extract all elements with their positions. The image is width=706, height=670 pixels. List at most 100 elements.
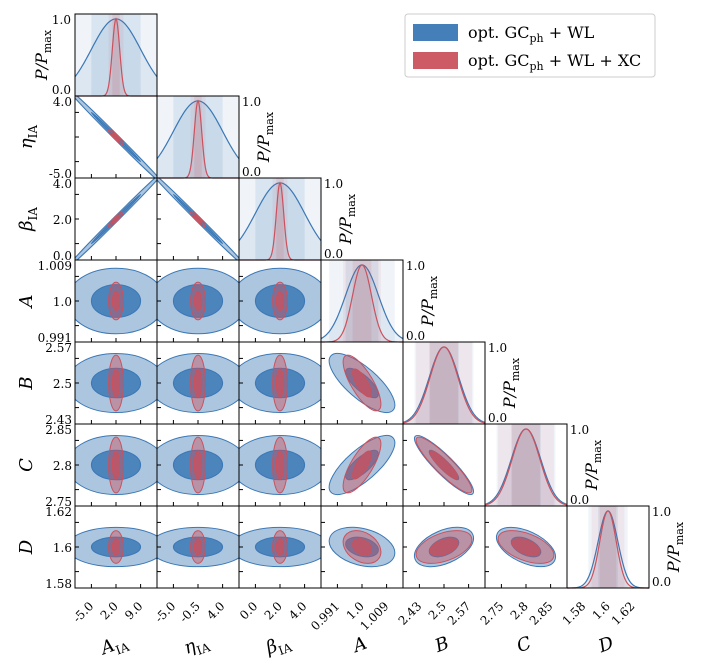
panel-A-vs-beta_IA [238, 259, 322, 343]
row-axis-eta_IA: 4.0 -5.0 ηIA [16, 95, 72, 181]
diag-fill-series-1 [157, 100, 239, 178]
diag-fill-series-0 [321, 264, 403, 342]
panel-D-vs-C [484, 505, 568, 589]
col-axis-eta_IA: -5.0-0.5 4.0 ηIA [152, 599, 227, 659]
panel-D-vs-A_IA [74, 505, 158, 589]
diag-band-2sigma-series-1 [416, 342, 472, 424]
col-axis-A_IA: -5.0 2.0 9.0 AIA [70, 599, 145, 660]
panel-C-vs-A [320, 423, 404, 507]
x-axis-label-B: B [431, 633, 452, 658]
diag-tick-label-max: 1.0 [570, 423, 589, 437]
diag-band-1sigma-series-1 [276, 178, 284, 260]
contour-1sigma-series-1 [352, 450, 372, 480]
x-tick-label: 4.0 [286, 599, 309, 622]
diag-frame [238, 177, 322, 261]
diag-band-2sigma-series-1 [272, 178, 288, 260]
y-tick-label: 1.62 [45, 505, 72, 519]
diag-fill-series-1 [403, 346, 485, 424]
x-tick-label: 2.75 [478, 599, 507, 628]
diag-fill-series-0 [157, 100, 239, 178]
diag-panel-eta_IA: 1.0 0.0 P/Pmax [156, 95, 276, 179]
panel-contours [75, 352, 157, 414]
panel-contours [495, 526, 557, 568]
diag-frame [484, 423, 568, 507]
y-tick-label: 2.75 [45, 495, 72, 509]
x-tick-label: -0.5 [177, 599, 203, 625]
contour-1sigma-series-1 [193, 368, 203, 398]
diag-panel-D: 1.0 0.0 P/Pmax [566, 505, 686, 589]
panel-beta_IA-vs-eta_IA [156, 177, 240, 261]
diag-fill-series-1 [567, 510, 649, 588]
contour-1sigma-series-1 [275, 538, 285, 556]
diag-ylabel: P/Pmax [32, 29, 54, 81]
panel-contours [75, 526, 157, 568]
diag-fill-series-0 [485, 428, 567, 506]
diag-band-2sigma-series-1 [591, 506, 625, 588]
col-axis-C: 2.75 2.82.85C [478, 599, 556, 657]
diag-tick-label-zero: 0.0 [488, 411, 507, 425]
diag-curve-series-1 [484, 428, 568, 506]
contour-1sigma-series-1 [275, 291, 285, 311]
x-tick-label: 1.58 [560, 599, 589, 628]
diag-tick-label-max: 1.0 [52, 13, 71, 27]
diag-panel-A_IA: 1.0 0.0 P/Pmax [32, 13, 158, 97]
diag-band-2sigma-series-1 [498, 424, 554, 506]
panel-beta_IA-vs-A_IA [74, 177, 158, 261]
diag-fill-series-1 [75, 18, 157, 97]
x-tick-label: -5.0 [152, 599, 178, 625]
x-axis-label-D: D [595, 632, 617, 657]
legend-swatch-series-0 [413, 24, 458, 41]
diag-frame [156, 95, 240, 179]
contour-1sigma-series-1 [352, 368, 372, 398]
diag-band-1sigma-series-1 [512, 424, 540, 506]
contour-1sigma-series-1 [193, 450, 203, 480]
panel-contours [328, 434, 396, 496]
x-tick-label: 0.0 [237, 599, 260, 622]
y-tick-label: 2.43 [45, 413, 72, 427]
diag-frame [320, 259, 404, 343]
contour-1sigma-series-1 [193, 291, 203, 311]
diag-ylabel: P/Pmax [664, 521, 686, 573]
diag-tick-label-zero: 0.0 [52, 83, 71, 97]
diag-tick-label-zero: 0.0 [324, 247, 343, 261]
diag-panel-B: 1.0 0.0 P/Pmax [402, 341, 522, 425]
contour-1sigma-series-1 [111, 132, 121, 142]
panel-D-vs-A [320, 505, 404, 589]
diag-panel-C: 1.0 0.0 P/Pmax [484, 423, 604, 507]
diag-band-1sigma-series-0 [429, 342, 459, 424]
y-tick-label: 2.57 [45, 341, 72, 355]
diag-band-1sigma-series-1 [352, 260, 372, 342]
diag-tick-label-zero: 0.0 [570, 493, 589, 507]
diag-band-1sigma-series-1 [599, 506, 617, 588]
diag-frame [402, 341, 486, 425]
y-tick-label: 2.0 [53, 213, 72, 227]
y-tick-label: -5.0 [49, 167, 72, 181]
diag-fill-series-0 [567, 510, 649, 588]
diag-band-1sigma-series-0 [173, 96, 223, 178]
diag-panel-beta_IA: 1.0 0.0 P/Pmax [238, 177, 358, 261]
diag-band-2sigma-series-0 [588, 506, 628, 588]
contour-1sigma-series-1 [429, 538, 459, 556]
panel-contours [75, 178, 157, 260]
x-tick-label: 2.0 [262, 599, 285, 622]
y-axis-label-B: B [16, 376, 37, 390]
y-axis-label-eta_IA: ηIA [16, 125, 40, 150]
diag-band-2sigma-series-0 [329, 260, 395, 342]
x-tick-label: 2.43 [396, 599, 425, 628]
diag-band-1sigma-series-1 [430, 342, 458, 424]
diag-tick-label-max: 1.0 [406, 259, 425, 273]
panel-contours [239, 267, 321, 335]
diag-ylabel: P/Pmax [336, 193, 358, 245]
diag-band-2sigma-series-1 [343, 260, 381, 342]
panel-C-vs-beta_IA [238, 423, 322, 507]
panel-contours [413, 434, 475, 496]
diag-curve-series-1 [402, 346, 486, 424]
y-tick-label: 1.58 [45, 577, 72, 591]
row-axis-beta_IA: 4.0 2.0 0.0 βIA [16, 177, 72, 263]
diag-tick-label-zero: 0.0 [406, 329, 425, 343]
diag-fill-series-0 [403, 346, 485, 424]
panel-D-vs-B [402, 505, 486, 589]
diag-tick-label-max: 1.0 [242, 95, 261, 109]
